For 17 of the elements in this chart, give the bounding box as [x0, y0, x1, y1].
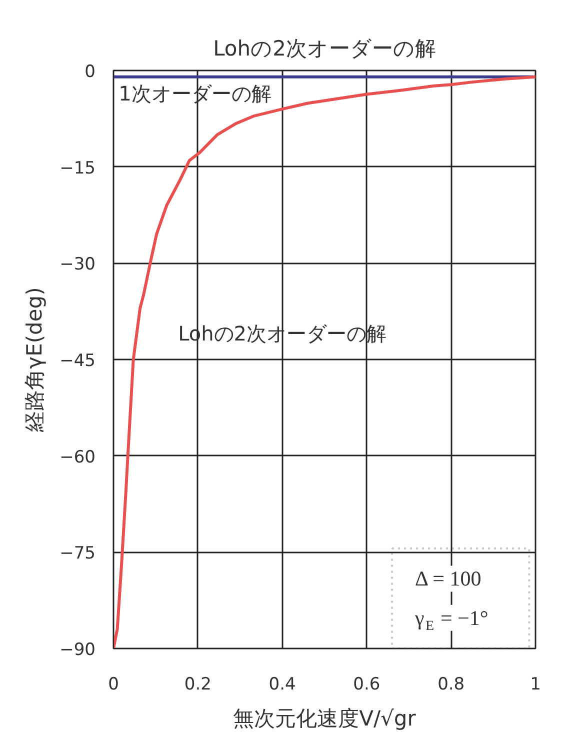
y-tick-label: −75	[60, 544, 96, 564]
y-axis-title: 経路角γE(deg)	[22, 287, 47, 433]
chart-title: Lohの2次オーダーの解	[213, 36, 436, 60]
annotation: Δ = 100	[415, 566, 482, 591]
y-tick-label: 0	[84, 62, 96, 82]
x-axis-title: 無次元化速度V/√gr	[233, 706, 416, 730]
y-tick-label: −45	[60, 351, 96, 371]
x-tick-label: 0.8	[438, 674, 465, 694]
x-tick-label: 1	[530, 674, 541, 694]
y-tick-label: −30	[60, 254, 96, 275]
x-tick-label: 0.2	[184, 674, 212, 694]
x-tick-label: 0.4	[268, 674, 296, 694]
x-tick-label: 0	[108, 674, 119, 694]
x-tick-label: 0.6	[353, 674, 380, 694]
y-tick-label: −15	[60, 158, 96, 178]
y-tick-label: −60	[60, 447, 96, 468]
y-tick-label: −90	[60, 640, 96, 660]
